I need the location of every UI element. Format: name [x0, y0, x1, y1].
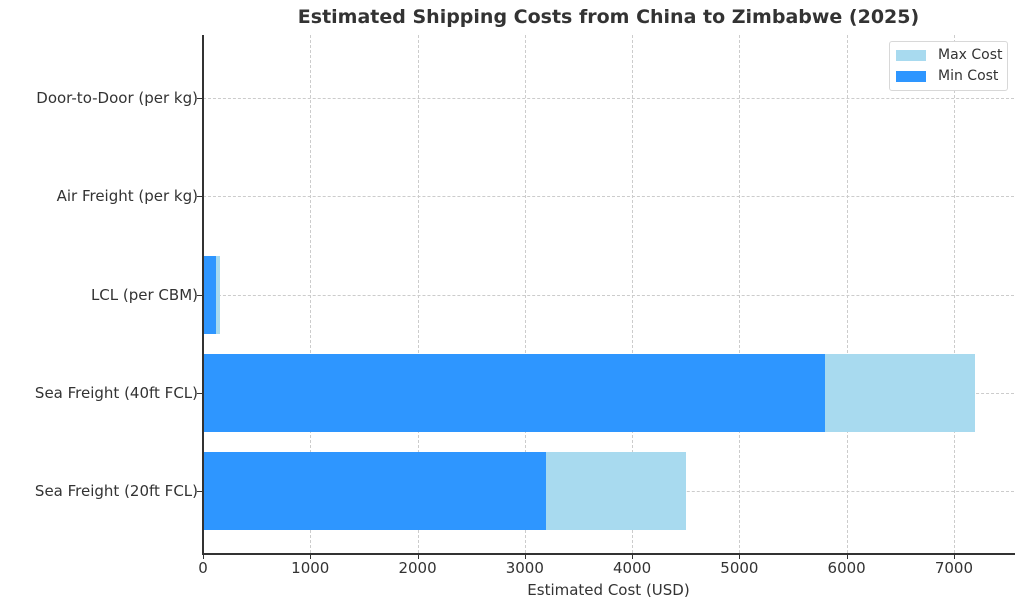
x-tick-mark [524, 554, 526, 559]
x-gridline [524, 35, 526, 553]
y-gridline [203, 98, 1014, 99]
legend-label-max: Max Cost [938, 47, 1003, 63]
x-gridline [632, 35, 634, 553]
y-gridline [203, 196, 1014, 197]
x-tick-label: 0 [198, 559, 208, 577]
y-tick-label: Air Freight (per kg) [56, 187, 198, 205]
x-tick-mark [417, 554, 419, 559]
x-gridline [739, 35, 741, 553]
y-axis-line [202, 35, 204, 554]
y-tick-label: Door-to-Door (per kg) [36, 89, 198, 107]
x-axis-title: Estimated Cost (USD) [527, 581, 690, 599]
y-gridline [203, 295, 1014, 296]
x-tick-mark [632, 554, 634, 559]
x-gridline [310, 35, 312, 553]
chart-title: Estimated Shipping Costs from China to Z… [297, 6, 920, 28]
y-tick-mark [197, 491, 202, 492]
x-axis-line [202, 553, 1015, 555]
legend-swatch-min [896, 70, 926, 82]
bar-min-cost [203, 256, 216, 334]
x-tick-label: 1000 [291, 559, 330, 577]
y-tick-mark [197, 98, 202, 99]
y-tick-mark [197, 295, 202, 296]
x-gridline [846, 35, 848, 553]
legend-item-min: Min Cost [896, 68, 998, 84]
bar-min-cost [203, 354, 826, 432]
legend: Max Cost Min Cost [889, 41, 1008, 91]
x-tick-mark [739, 554, 741, 559]
x-tick-label: 2000 [398, 559, 437, 577]
x-tick-label: 5000 [720, 559, 759, 577]
y-tick-mark [197, 393, 202, 394]
x-gridline [953, 35, 955, 553]
x-tick-label: 4000 [613, 559, 652, 577]
legend-swatch-max [896, 49, 926, 61]
bar-min-cost [203, 452, 547, 530]
x-tick-mark [310, 554, 312, 559]
x-tick-label: 7000 [934, 559, 974, 577]
x-gridline [417, 35, 419, 553]
legend-item-max: Max Cost [896, 47, 1003, 63]
x-tick-label: 3000 [505, 559, 544, 577]
y-tick-mark [197, 196, 202, 197]
x-tick-mark [203, 554, 204, 559]
y-tick-label: Sea Freight (20ft FCL) [34, 482, 198, 500]
y-tick-label: LCL (per CBM) [90, 286, 198, 304]
x-tick-label: 6000 [827, 559, 866, 577]
legend-label-min: Min Cost [938, 68, 999, 84]
x-tick-mark [846, 554, 848, 559]
plot-area [203, 35, 1014, 553]
x-tick-mark [953, 554, 955, 559]
y-tick-label: Sea Freight (40ft FCL) [34, 384, 198, 402]
